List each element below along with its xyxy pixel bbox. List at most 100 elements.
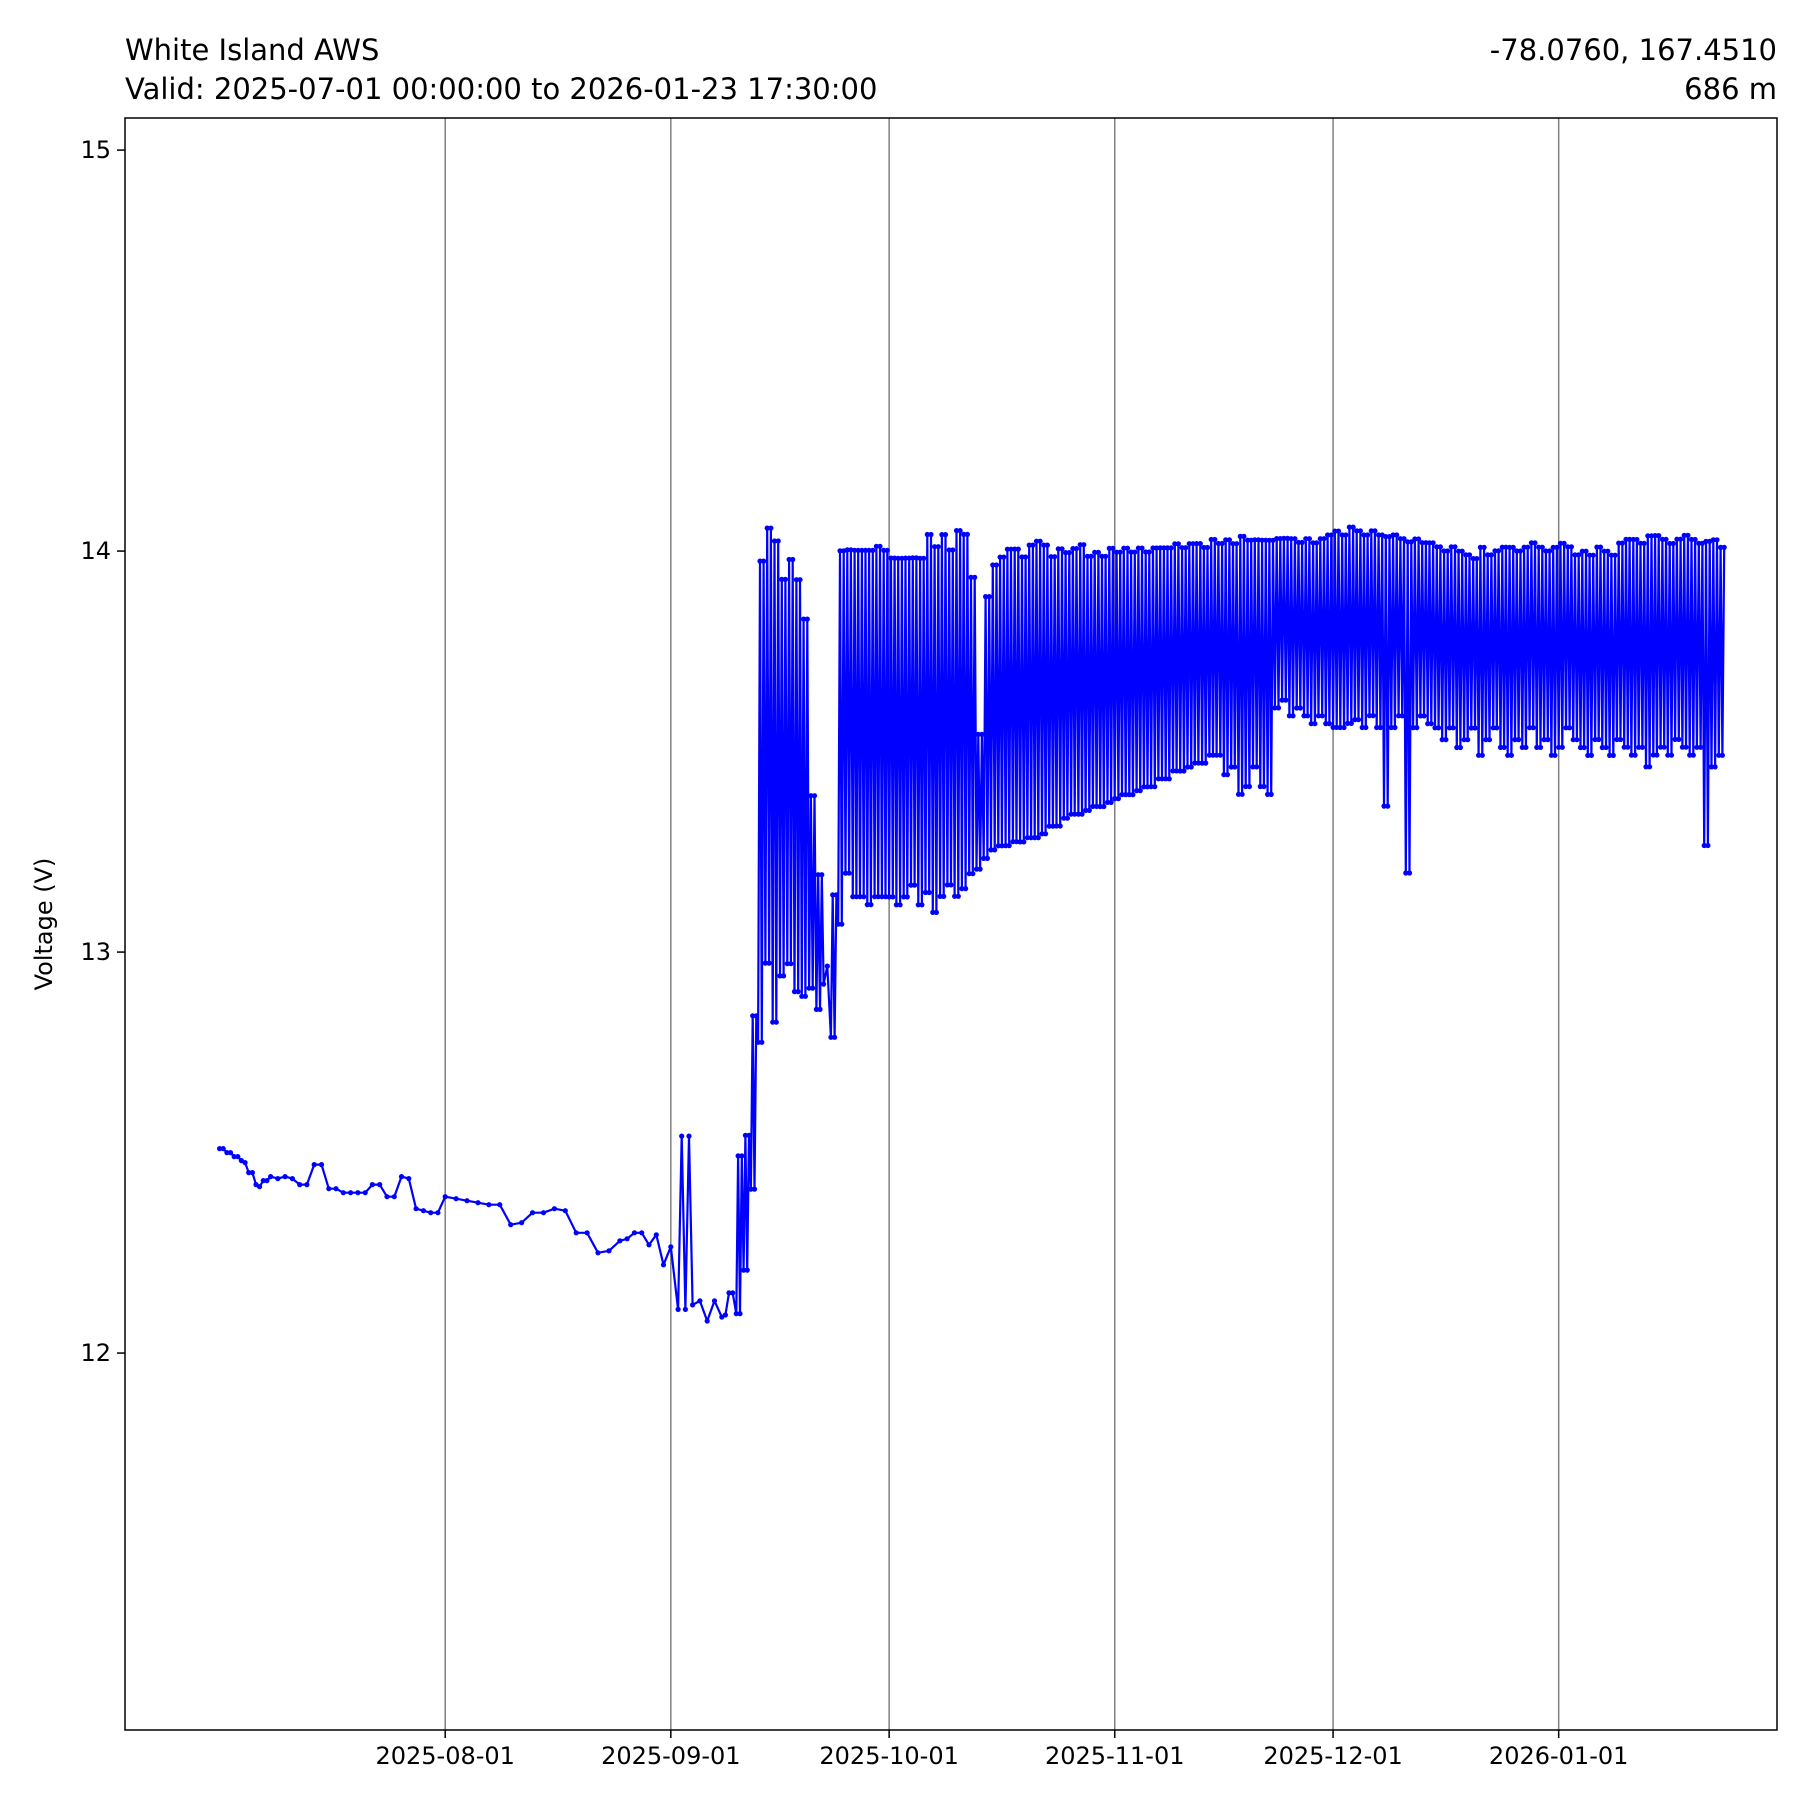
data-point (1279, 697, 1285, 703)
data-point (1587, 552, 1593, 558)
data-point (895, 555, 901, 561)
data-point (1681, 532, 1687, 539)
data-point (1474, 556, 1480, 562)
data-point (1627, 536, 1633, 543)
data-point (1470, 556, 1476, 562)
data-point (782, 576, 789, 583)
data-point (1687, 752, 1693, 758)
data-point (453, 1196, 459, 1202)
data-point (733, 1311, 739, 1317)
data-point (751, 1186, 758, 1192)
data-point (963, 886, 969, 892)
data-point (1594, 544, 1600, 550)
data-point (1670, 540, 1676, 547)
data-point (897, 902, 903, 908)
data-point (1628, 752, 1634, 758)
data-point (1674, 536, 1680, 542)
data-point (1035, 835, 1041, 841)
data-point (631, 1230, 638, 1236)
data-point (1456, 548, 1462, 554)
data-point (1168, 545, 1174, 551)
data-point (771, 538, 778, 544)
data-point (912, 882, 918, 888)
data-point (1128, 549, 1134, 555)
data-point (1019, 554, 1025, 560)
data-point (384, 1194, 390, 1200)
data-point (1315, 713, 1322, 719)
data-point (235, 1154, 241, 1160)
data-point (1645, 533, 1651, 539)
data-point (1274, 536, 1280, 542)
data-point (1161, 545, 1167, 551)
data-point (1577, 744, 1584, 751)
data-point (1366, 713, 1373, 719)
data-point (1259, 537, 1265, 543)
data-point (1194, 541, 1200, 547)
data-point (793, 577, 800, 583)
data-point (824, 963, 830, 969)
y-tick-label-0: 12 (80, 1339, 111, 1367)
data-point (1668, 752, 1675, 758)
data-point (877, 543, 883, 549)
data-point (435, 1210, 441, 1216)
data-point (1476, 752, 1482, 758)
data-point (227, 1150, 234, 1156)
data-point (220, 1146, 226, 1152)
data-point (1714, 537, 1720, 543)
data-point (968, 574, 974, 580)
data-point (839, 921, 845, 927)
data-point (1437, 544, 1443, 550)
data-point (1552, 752, 1558, 758)
data-point (1001, 554, 1007, 560)
data-point (1090, 803, 1096, 810)
data-point (904, 894, 910, 900)
data-point (1617, 736, 1624, 743)
data-point (744, 1267, 750, 1273)
data-point (1539, 544, 1545, 550)
data-point (924, 531, 930, 538)
data-point (837, 548, 843, 554)
data-point (304, 1182, 310, 1188)
data-point (1337, 724, 1343, 731)
data-point (1541, 737, 1547, 743)
data-point (1195, 760, 1201, 766)
data-point (1297, 705, 1303, 711)
data-point (1661, 744, 1667, 750)
data-point (742, 1132, 749, 1138)
data-point (1110, 545, 1116, 551)
data-point (1084, 553, 1091, 560)
data-point (1021, 839, 1027, 845)
data-point (1152, 784, 1158, 790)
data-point (1468, 725, 1474, 731)
data-point (1281, 535, 1287, 542)
data-point (1459, 548, 1465, 554)
data-point (1130, 792, 1136, 798)
data-point (1712, 764, 1718, 770)
data-point (1030, 542, 1036, 548)
data-point (1097, 803, 1103, 810)
data-point (1066, 550, 1072, 556)
data-point (939, 532, 945, 538)
data-point (1235, 791, 1242, 797)
data-point (1658, 744, 1664, 750)
data-point (1070, 546, 1076, 552)
data-point (1636, 744, 1642, 750)
data-point (930, 909, 936, 916)
data-point (842, 870, 849, 876)
y-tick-label-2: 14 (80, 537, 111, 565)
data-point (986, 594, 992, 600)
data-point (1445, 548, 1451, 554)
data-point (1659, 536, 1665, 543)
data-point (1072, 811, 1078, 817)
data-point (1690, 752, 1696, 758)
data-point (1010, 839, 1016, 845)
data-point (1008, 546, 1014, 552)
data-point (928, 531, 934, 538)
data-point (1155, 776, 1161, 782)
data-point (1099, 553, 1105, 559)
data-point (890, 894, 896, 900)
data-point (786, 556, 792, 563)
data-point (573, 1230, 579, 1236)
data-point (868, 902, 874, 908)
data-point (957, 528, 963, 534)
